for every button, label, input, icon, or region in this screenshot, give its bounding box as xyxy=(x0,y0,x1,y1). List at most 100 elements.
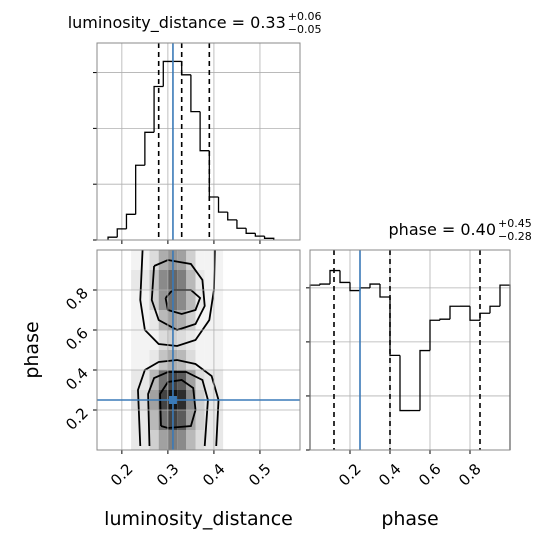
density-cell xyxy=(158,250,168,270)
x-tick-label: 0.5 xyxy=(245,460,275,490)
histogram-step xyxy=(125,213,136,229)
histogram-step xyxy=(309,284,320,450)
y-tick-label: 0.6 xyxy=(62,324,92,354)
density-cell xyxy=(131,350,150,370)
density-cell xyxy=(186,410,196,430)
density-cell xyxy=(149,350,159,370)
histogram-step xyxy=(227,212,237,221)
histogram-step xyxy=(199,111,210,152)
y-tick-label: 0.8 xyxy=(62,284,92,314)
y-tick-label: 0.4 xyxy=(62,364,92,394)
histogram-step xyxy=(254,233,265,237)
x-tick-label: 0.4 xyxy=(199,460,229,490)
histogram-step xyxy=(369,283,380,288)
density-cell xyxy=(195,270,205,290)
histogram-step xyxy=(379,284,390,298)
axes-frame xyxy=(96,249,301,451)
x-axis-label: phase xyxy=(381,508,438,530)
histogram-step xyxy=(419,349,430,411)
histogram-step xyxy=(469,306,480,321)
density-cell xyxy=(186,370,196,390)
title-lower: −0.28 xyxy=(498,230,532,243)
histogram-step xyxy=(116,228,127,238)
density-cell xyxy=(158,330,168,350)
density-cell xyxy=(177,430,187,450)
density-cell xyxy=(131,330,150,350)
histogram-step xyxy=(144,131,155,166)
density-cell xyxy=(149,310,159,330)
density-cell xyxy=(186,270,196,290)
density-cell xyxy=(131,310,150,330)
density-cell xyxy=(195,250,205,270)
density-cell xyxy=(131,410,150,430)
truth-marker xyxy=(168,396,177,404)
density-cell xyxy=(158,270,168,290)
histogram-step xyxy=(429,319,440,351)
density-cell xyxy=(158,430,168,450)
density-cell xyxy=(177,270,187,290)
density-cell xyxy=(195,410,205,430)
density-cell xyxy=(149,270,159,290)
density-cell xyxy=(131,250,150,270)
x-tick-label: 0.6 xyxy=(415,460,445,490)
density-cell xyxy=(195,350,205,370)
contour xyxy=(139,250,216,347)
histogram-step xyxy=(449,305,460,320)
density-cell xyxy=(177,350,187,370)
histogram-step xyxy=(162,60,173,87)
density-cell xyxy=(186,290,196,310)
density-cell xyxy=(158,350,168,370)
title: luminosity_distance = 0.33 xyxy=(68,13,286,33)
histogram-step xyxy=(479,312,490,321)
histogram-step xyxy=(245,228,256,234)
title-lower: −0.05 xyxy=(288,23,322,36)
density-cell xyxy=(149,250,159,270)
axes-frame xyxy=(309,249,511,451)
histogram-step xyxy=(389,297,400,357)
histogram-step xyxy=(135,164,145,215)
y-axis-label: phase xyxy=(21,321,43,378)
plot-area xyxy=(131,250,224,450)
density-cell xyxy=(195,310,205,330)
histogram-step xyxy=(153,85,164,133)
y-tick-label: 0.2 xyxy=(62,404,92,434)
contour xyxy=(137,359,220,447)
contour xyxy=(147,371,209,447)
contour xyxy=(159,379,197,429)
histogram-step xyxy=(349,282,360,292)
density-cell xyxy=(131,370,150,390)
density-cell xyxy=(186,330,196,350)
x-tick-label: 0.2 xyxy=(335,460,365,490)
density-cell xyxy=(131,270,150,290)
histogram-step xyxy=(359,287,370,291)
contour xyxy=(150,259,206,331)
density-cell xyxy=(195,330,205,350)
histogram-step xyxy=(217,197,228,213)
density-cell xyxy=(158,290,168,310)
density-cell xyxy=(149,410,159,430)
density-cell xyxy=(158,310,168,330)
x-tick-label: 0.2 xyxy=(107,460,137,490)
histogram-step xyxy=(319,283,330,286)
histogram-step xyxy=(107,236,118,240)
title: phase = 0.40 xyxy=(389,220,496,239)
histogram-step xyxy=(339,270,350,284)
title-upper: +0.06 xyxy=(288,10,322,23)
density-cell xyxy=(195,430,205,450)
histogram-step xyxy=(190,74,201,113)
histogram-step xyxy=(329,269,340,285)
density-cell xyxy=(186,350,196,370)
density-cell xyxy=(177,330,187,350)
x-tick-label: 0.8 xyxy=(455,460,485,490)
axes-frame xyxy=(96,42,301,241)
density-cell xyxy=(186,250,196,270)
density-cell xyxy=(177,410,187,430)
density-cell xyxy=(158,370,168,390)
density-cell xyxy=(149,290,159,310)
density-cell xyxy=(177,250,187,270)
density-cell xyxy=(177,310,187,330)
density-cell xyxy=(186,430,196,450)
x-tick-label: 0.3 xyxy=(153,460,183,490)
title-upper: +0.45 xyxy=(498,217,532,230)
